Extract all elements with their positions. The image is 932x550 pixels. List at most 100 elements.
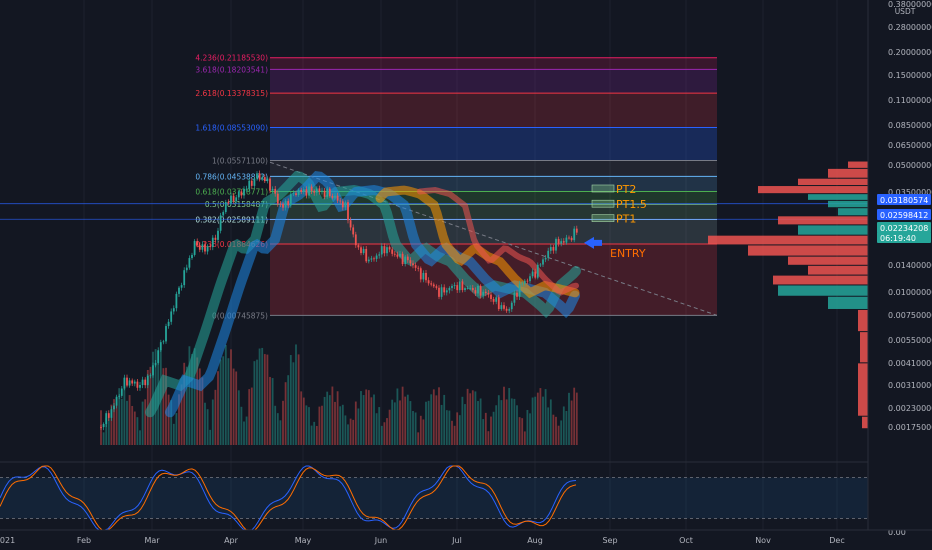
ma-ribbon-blue [165, 171, 580, 418]
volume-bar [167, 394, 170, 445]
volume-bar [497, 395, 500, 445]
volume-bar [362, 395, 365, 445]
candle-body [191, 254, 193, 259]
entry-arrow [584, 236, 602, 249]
candle-body [227, 201, 230, 204]
volume-profile-row [828, 200, 868, 208]
time-axis: 2021 Feb Mar Apr May Jun Jul Aug Sep Oct Nov Dec [0, 529, 932, 545]
volume-profile-row [848, 161, 868, 168]
candle-body [300, 189, 303, 192]
candle-body [427, 280, 430, 284]
price-badge[interactable] [877, 222, 931, 233]
time-tick-label: Feb [77, 536, 91, 545]
volume-profile-row [798, 225, 868, 235]
candle-body [531, 271, 534, 277]
volume-bar [269, 376, 271, 445]
moving-average-ribbons [145, 171, 581, 418]
candle-body [352, 227, 355, 235]
candle-body [354, 234, 357, 246]
volume-bar [562, 406, 565, 445]
candle-body [365, 248, 368, 262]
volume-bar [196, 357, 199, 445]
candle-body [380, 246, 383, 255]
volume-bar [308, 407, 310, 445]
candlesticks[interactable] [100, 170, 578, 431]
candle-body [323, 190, 326, 197]
candle-body [479, 285, 482, 296]
volume-bar [253, 361, 256, 445]
candle-body [222, 212, 225, 216]
volume-bar [425, 401, 427, 445]
volume-bar [302, 397, 305, 445]
candle-body [547, 250, 550, 258]
volume-bar [107, 417, 110, 445]
price-badge[interactable] [877, 209, 931, 220]
candle-body [409, 260, 412, 264]
volume-bar [560, 420, 563, 445]
volume-bar [297, 354, 300, 445]
volume-bar [245, 416, 248, 445]
candle-body [469, 287, 472, 289]
volume-bar [139, 430, 141, 445]
candle-body [224, 201, 227, 213]
fib-level-label: 0.382(0.02589111) [195, 216, 268, 225]
volume-bar [456, 412, 459, 445]
candle-body [289, 194, 292, 206]
candle-body [568, 237, 570, 239]
volume-bar [258, 348, 261, 445]
candle-body [477, 285, 479, 294]
volume-bar [375, 413, 378, 445]
candle-body [144, 379, 147, 386]
candle-body [308, 186, 310, 196]
volume-bar [191, 353, 193, 445]
volume-bar [399, 400, 401, 445]
fib-level-label: 4.236(0.21185530) [195, 54, 268, 63]
price-tick-label: 0.01000000 [888, 288, 932, 297]
candle-body [362, 248, 365, 254]
volume-bar [204, 402, 206, 445]
candle-body [404, 256, 407, 265]
volume-bar [240, 406, 243, 445]
volume-bar [414, 412, 417, 445]
price-badge[interactable] [877, 194, 931, 205]
candle-body [209, 246, 212, 248]
time-tick-label: Aug [527, 536, 543, 545]
candle-body [451, 285, 453, 288]
candle-body [560, 241, 563, 244]
candle-body [274, 188, 277, 194]
volume-bar [396, 388, 399, 445]
time-tick-label: Sep [602, 536, 617, 545]
price-tick-label: 0.00310000 [888, 381, 932, 390]
candle-body [159, 342, 162, 351]
candle-body [120, 388, 123, 396]
candle-body [406, 256, 409, 261]
volume-bar [542, 396, 544, 445]
candle-body [367, 259, 370, 262]
candle-body [282, 203, 284, 208]
candle-body [432, 284, 435, 287]
volume-bar [198, 368, 201, 445]
candle-body [562, 241, 565, 243]
volume-bar [479, 398, 482, 445]
candle-body [230, 195, 232, 204]
volume-bar [123, 386, 126, 445]
candle-body [105, 413, 108, 425]
price-badge[interactable] [877, 232, 931, 243]
volume-bar [378, 407, 381, 445]
candle-body [162, 341, 165, 343]
volume-bar [201, 377, 204, 445]
volume-bar [534, 396, 537, 445]
candle-body [443, 287, 446, 293]
candle-body [245, 188, 248, 190]
candle-body [529, 276, 531, 282]
volume-bar [573, 387, 576, 445]
volume-profile-row [858, 309, 868, 332]
candle-body [375, 255, 378, 259]
volume-bar [523, 431, 526, 445]
volume-profile-row [798, 178, 868, 186]
volume-profile-row [828, 296, 868, 309]
volume-bar [417, 432, 420, 445]
annotations[interactable]: PT2 PT1.5 PT1 ENTRY [584, 183, 647, 260]
volume-bar [466, 388, 469, 445]
